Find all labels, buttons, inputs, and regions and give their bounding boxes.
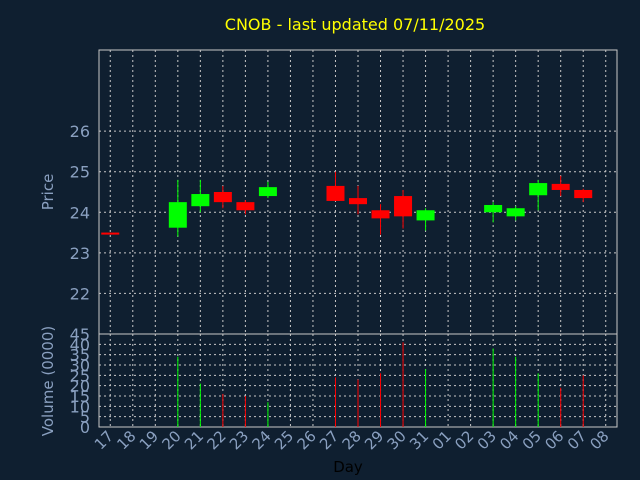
volume-tick-label: 45	[70, 325, 90, 344]
candle-body	[551, 183, 570, 190]
candle-body	[349, 198, 367, 205]
volume-tick-label: 0	[80, 418, 90, 437]
price-axis-label: Price	[39, 174, 57, 211]
volume-tick-label: 10	[70, 397, 90, 416]
price-tick-label: 24	[70, 203, 90, 222]
price-y-ticks: 22 23 24 25 26	[70, 122, 90, 303]
volume-tick-label: 25	[70, 366, 90, 385]
price-tick-label: 23	[70, 244, 90, 263]
candle-body	[574, 189, 593, 199]
candle-body	[101, 232, 120, 235]
candle-body	[213, 192, 232, 203]
x-axis-label: Day	[333, 458, 363, 476]
price-tick-label: 26	[70, 122, 90, 141]
price-tick-label: 25	[70, 163, 90, 182]
x-ticks: 1718192021222324252627282930310102030405…	[91, 427, 613, 453]
candle-body	[506, 208, 525, 217]
volume-tick-label: 15	[70, 387, 90, 406]
candle-body	[394, 196, 413, 217]
x-tick-label: 08	[586, 427, 612, 453]
volume-tick-label: 40	[70, 335, 90, 354]
candle-body	[191, 194, 210, 207]
candle-body	[416, 210, 435, 221]
chart-title: CNOB - last updated 07/11/2025	[225, 15, 485, 34]
candle-body	[371, 210, 390, 219]
candle-body	[168, 202, 187, 228]
candle-body	[529, 183, 548, 196]
volume-bars	[177, 342, 584, 427]
candle-body	[258, 187, 277, 197]
volume-tick-label: 35	[70, 346, 90, 365]
candle-body	[326, 185, 345, 201]
candles	[101, 171, 593, 237]
volume-tick-label: 30	[70, 356, 90, 375]
volume-tick-label: 5	[80, 408, 90, 427]
candle-body	[236, 202, 255, 211]
volume-tick-label: 20	[70, 377, 90, 396]
price-tick-label: 22	[70, 284, 90, 303]
candle-body	[484, 204, 503, 213]
volume-axis-label: Volume (0000)	[39, 326, 57, 436]
